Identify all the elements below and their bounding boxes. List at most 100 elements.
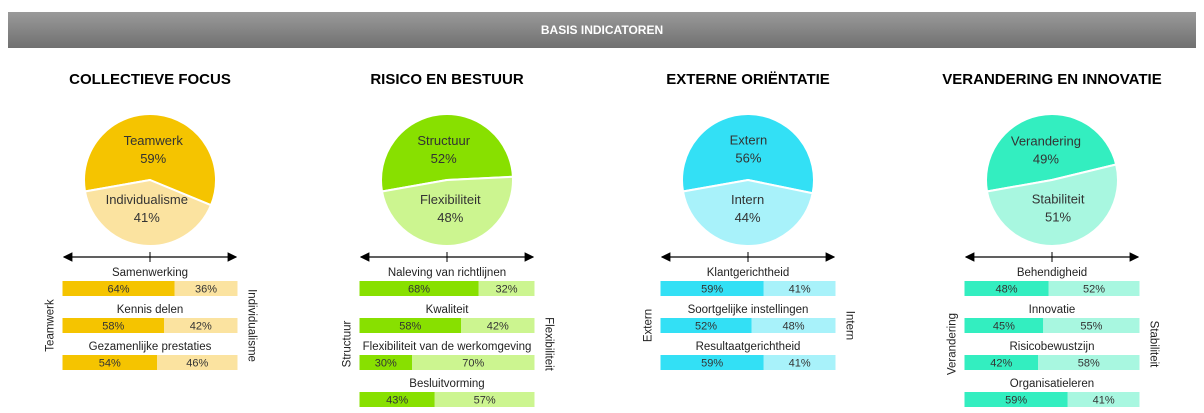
category-label: Flexibiliteit van de werkomgeving (363, 341, 532, 353)
pie-slice (681, 113, 815, 195)
slice-value: 51% (1045, 210, 1071, 225)
bar-segment (751, 318, 836, 333)
bar-segment (763, 281, 836, 296)
pie-slice (83, 178, 213, 247)
series-right-label: Flexibiliteit (542, 317, 554, 371)
slice-value: 44% (735, 210, 761, 225)
bar-value: 55% (1080, 320, 1102, 332)
bar-segment (1048, 281, 1140, 296)
bar-value: 52% (695, 320, 717, 332)
category-label: Klantgerichtheid (707, 267, 789, 279)
category-label: Kwaliteit (426, 304, 470, 316)
bar-value: 46% (186, 357, 208, 369)
category-label: Samenwerking (112, 267, 188, 279)
category-label: Soortgelijke instellingen (688, 304, 809, 316)
series-left-label: Teamwerk (45, 299, 57, 352)
bar-value: 54% (99, 357, 121, 369)
bar-segment (964, 318, 1044, 333)
bar-segment (964, 392, 1068, 407)
pie-slice (380, 175, 514, 247)
slice-value: 52% (431, 151, 457, 166)
slice-label: Structuur (417, 133, 470, 148)
series-right-label: Individualisme (245, 289, 257, 362)
bar-segment (660, 318, 752, 333)
slice-label: Flexibiliteit (420, 192, 481, 207)
category-label: Naleving van richtlijnen (388, 267, 506, 279)
category-label: Kennis delen (117, 304, 184, 316)
bar-value: 59% (701, 283, 723, 295)
category-label: Resultaatgerichtheid (696, 341, 801, 353)
slice-label: Individualisme (106, 192, 188, 207)
category-label: Risicobewustzijn (1009, 341, 1094, 353)
bar-segment (62, 318, 164, 333)
bar-value: 58% (1078, 357, 1100, 369)
bar-segment (964, 281, 1049, 296)
category-label: Gezamenlijke prestaties (89, 341, 212, 353)
bar-value: 59% (701, 357, 723, 369)
bar-segment (434, 392, 535, 407)
bar-segment (359, 355, 412, 370)
bar-segment (964, 355, 1038, 370)
panel-title: VERANDERING EN INNOVATIE (942, 71, 1161, 88)
bar-value: 58% (102, 320, 124, 332)
bar-segment (359, 318, 461, 333)
bar-segment (359, 281, 479, 296)
bar-segment (359, 392, 435, 407)
bar-value: 42% (990, 357, 1012, 369)
bar-value: 48% (782, 320, 804, 332)
bar-value: 48% (995, 283, 1017, 295)
slice-label: Stabiliteit (1032, 192, 1085, 207)
bar-segment (1067, 392, 1140, 407)
pie-slice (681, 178, 814, 247)
slice-label: Intern (731, 192, 764, 207)
bar-segment (62, 355, 157, 370)
slice-value: 48% (437, 210, 463, 225)
bar-value: 42% (190, 320, 212, 332)
bar-value: 41% (1093, 394, 1115, 406)
slice-label: Extern (730, 133, 768, 148)
slice-label: Verandering (1011, 133, 1081, 148)
slice-value: 49% (1033, 151, 1059, 166)
category-label: Behendigheid (1017, 267, 1087, 279)
series-right-label: Intern (843, 311, 855, 340)
bar-segment (1043, 318, 1140, 333)
bar-value: 42% (487, 320, 509, 332)
category-label: Innovatie (1029, 304, 1076, 316)
header-title: BASIS INDICATOREN (541, 23, 663, 37)
bar-segment (62, 281, 175, 296)
bar-value: 70% (462, 357, 484, 369)
bar-segment (174, 281, 238, 296)
panel-title: COLLECTIEVE FOCUS (69, 71, 231, 88)
pie-slice (985, 163, 1119, 247)
bar-segment (461, 318, 535, 333)
bar-segment (412, 355, 535, 370)
bar-segment (164, 318, 238, 333)
bar-value: 64% (107, 283, 129, 295)
bar-value: 68% (408, 283, 430, 295)
bar-value: 30% (375, 357, 397, 369)
series-left-label: Verandering (947, 313, 959, 375)
bar-segment (763, 355, 836, 370)
bar-value: 52% (1083, 283, 1105, 295)
pie-slice (380, 113, 514, 193)
bar-value: 57% (474, 394, 496, 406)
panel-title: RISICO EN BESTUUR (370, 71, 524, 88)
bar-value: 41% (789, 357, 811, 369)
category-label: Organisatieleren (1010, 378, 1094, 390)
series-left-label: Extern (643, 309, 655, 342)
bar-value: 43% (386, 394, 408, 406)
slice-value: 59% (140, 151, 166, 166)
slice-label: Teamwerk (124, 133, 184, 148)
series-left-label: Structuur (342, 321, 354, 368)
bar-value: 45% (993, 320, 1015, 332)
bar-value: 58% (399, 320, 421, 332)
bar-value: 41% (789, 283, 811, 295)
bar-segment (1038, 355, 1140, 370)
pie-slice (83, 113, 217, 207)
bar-segment (660, 281, 764, 296)
slice-value: 56% (735, 151, 761, 166)
category-label: Besluitvorming (409, 378, 484, 390)
bar-value: 36% (195, 283, 217, 295)
bar-segment (157, 355, 238, 370)
slice-value: 41% (134, 210, 160, 225)
